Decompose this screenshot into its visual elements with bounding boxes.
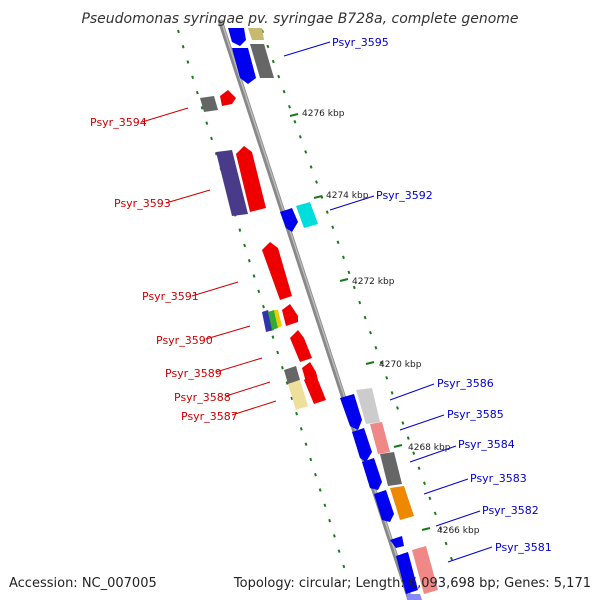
leader-line — [435, 510, 481, 527]
gene-label-psyr-3591[interactable]: Psyr_3591 — [142, 290, 199, 303]
gene-block — [390, 486, 414, 520]
accession-text: Accession: NC_007005 — [9, 576, 157, 591]
gene-block — [406, 594, 422, 600]
gene-block — [284, 366, 300, 384]
gene-block — [248, 28, 264, 40]
kbp-tick — [393, 444, 403, 448]
gene-block — [274, 310, 282, 328]
gene-block — [356, 388, 380, 424]
leader-line — [329, 195, 375, 211]
gene-block — [262, 310, 274, 332]
kbp-label: 4270 kbp — [379, 360, 422, 370]
leader-line — [215, 357, 263, 373]
leader-line — [225, 381, 271, 397]
leader-line — [191, 281, 239, 297]
map-title: Pseudomonas syringae pv. syringae B728a,… — [81, 11, 518, 27]
gene-block — [390, 536, 404, 548]
gene-block — [412, 546, 438, 594]
gene-block — [216, 150, 248, 216]
gene-label-psyr-3587[interactable]: Psyr_3587 — [181, 410, 238, 423]
leader-line — [399, 414, 445, 431]
gene-block — [340, 394, 362, 430]
leader-line — [389, 383, 435, 401]
leader-line — [231, 400, 277, 416]
gene-block — [352, 428, 372, 462]
kbp-label: 4274 kbp — [326, 191, 369, 201]
gene-label-psyr-3588[interactable]: Psyr_3588 — [174, 391, 231, 404]
gene-label-psyr-3582[interactable]: Psyr_3582 — [482, 504, 539, 517]
gene-block — [282, 304, 298, 326]
gene-label-psyr-3581[interactable]: Psyr_3581 — [495, 541, 552, 554]
leader-line — [141, 107, 189, 123]
kbp-tick — [339, 278, 349, 282]
gene-label-psyr-3595[interactable]: Psyr_3595 — [332, 36, 389, 49]
leader-line — [165, 189, 211, 204]
gene-block — [280, 208, 298, 232]
leader-line — [409, 445, 457, 463]
kbp-tick — [289, 113, 299, 117]
gene-block — [290, 330, 312, 362]
gene-block — [362, 458, 382, 490]
gene-block — [268, 310, 278, 330]
gene-block — [236, 146, 266, 212]
gene-label-psyr-3589[interactable]: Psyr_3589 — [165, 367, 222, 380]
gene-block — [374, 490, 394, 522]
gene-block — [232, 48, 256, 84]
kbp-label: 4268 kbp — [408, 443, 451, 453]
gene-block — [288, 380, 308, 410]
gene-label-psyr-3584[interactable]: Psyr_3584 — [458, 438, 515, 451]
genome-summary-text: Topology: circular; Length: 6,093,698 bp… — [233, 576, 591, 591]
gene-block — [220, 90, 236, 106]
gene-block — [304, 374, 326, 404]
gene-block — [380, 452, 402, 486]
gene-block — [250, 44, 274, 78]
kbp-tick — [313, 195, 323, 199]
kbp-label: 4276 kbp — [302, 109, 345, 119]
gene-label-psyr-3594[interactable]: Psyr_3594 — [90, 116, 147, 129]
gene-label-psyr-3590[interactable]: Psyr_3590 — [156, 334, 213, 347]
leader-line — [283, 41, 331, 57]
gene-block — [296, 202, 318, 228]
gene-label-psyr-3593[interactable]: Psyr_3593 — [114, 197, 171, 210]
gene-block — [262, 242, 292, 300]
gene-label-psyr-3592[interactable]: Psyr_3592 — [376, 189, 433, 202]
gene-block — [200, 96, 218, 112]
leader-line — [205, 325, 251, 340]
gene-label-psyr-3583[interactable]: Psyr_3583 — [470, 472, 527, 485]
kbp-label: 4266 kbp — [437, 526, 480, 536]
gene-block — [228, 28, 246, 46]
leader-line — [447, 546, 493, 563]
gene-label-psyr-3585[interactable]: Psyr_3585 — [447, 408, 504, 421]
gene-block — [370, 422, 390, 454]
gene-label-psyr-3586[interactable]: Psyr_3586 — [437, 377, 494, 390]
kbp-tick — [365, 361, 375, 365]
gene-block — [396, 552, 418, 594]
leader-line — [423, 478, 469, 495]
kbp-label: 4272 kbp — [352, 277, 395, 287]
kbp-tick — [421, 527, 431, 531]
